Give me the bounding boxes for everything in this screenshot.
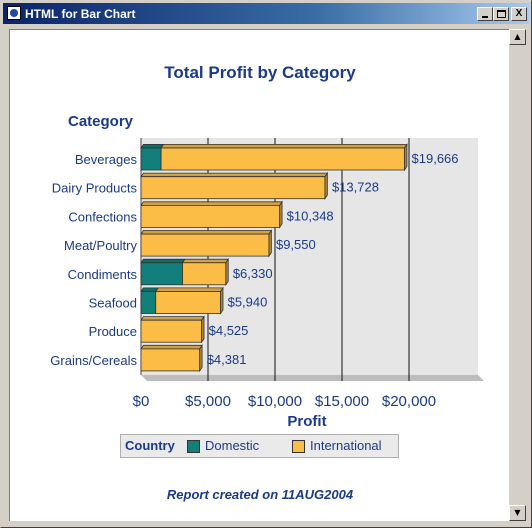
bar-segment	[182, 262, 227, 286]
legend: Country Domestic International	[120, 434, 399, 458]
category-label: Beverages	[75, 152, 138, 167]
x-tick-label: $15,000	[315, 393, 369, 410]
bar-value-label: $19,666	[412, 151, 459, 166]
bar-top-face	[140, 172, 329, 178]
bar-top-face	[140, 144, 165, 149]
bar-value-label: $10,348	[287, 208, 334, 223]
bar-segment	[140, 233, 270, 257]
bar-top-face	[140, 230, 273, 235]
legend-label-domestic: Domestic	[205, 438, 260, 453]
vertical-scrollbar[interactable]: ▲ ▼	[509, 29, 526, 521]
bar-top-face	[140, 287, 159, 292]
bar-value-label: $4,525	[209, 323, 249, 338]
minimize-button[interactable]	[477, 7, 493, 21]
category-label: Produce	[89, 324, 137, 339]
category-label: Condiments	[68, 267, 138, 282]
category-label: Grains/Cereals	[50, 353, 137, 368]
bar-side-face	[404, 143, 408, 172]
bar-top-face	[181, 258, 229, 264]
bar-segment	[140, 348, 201, 372]
bar-segment	[160, 147, 405, 171]
bar-top-face	[140, 316, 205, 321]
bar-value-label: $4,381	[207, 352, 247, 367]
bar-side-face	[324, 171, 328, 201]
bar-side-face	[199, 343, 203, 373]
bar-side-face	[225, 257, 229, 287]
bar-value-label: $9,550	[276, 237, 316, 252]
report-content: Total Profit by Category Category $0 $5,0…	[9, 29, 509, 521]
app-icon[interactable]	[7, 6, 21, 20]
bar-side-face	[279, 200, 283, 229]
x-axis-label: Profit	[287, 413, 326, 430]
report-footer: Report created on 11AUG2004	[166, 487, 354, 502]
category-label: Dairy Products	[52, 181, 138, 196]
bar-segment	[140, 291, 157, 314]
x-tick-label: $5,000	[185, 393, 231, 410]
bar-value-label: $5,940	[228, 295, 268, 310]
legend-label-international: International	[310, 438, 382, 453]
bar-segment	[140, 176, 326, 200]
plot-floor	[141, 375, 484, 381]
scroll-up-button[interactable]: ▲	[509, 29, 526, 45]
bar-segment	[140, 319, 203, 343]
minimize-icon	[482, 16, 488, 18]
maximize-icon	[497, 10, 506, 18]
bar-segment	[140, 262, 183, 286]
category-axis-heading: Category	[68, 113, 134, 130]
bar-value-label: $6,330	[233, 266, 273, 281]
bar-segment	[140, 204, 281, 228]
bar-top-face	[160, 144, 408, 149]
title-bar[interactable]: HTML for Bar Chart X	[3, 3, 529, 24]
maximize-button[interactable]	[493, 7, 509, 21]
bar-side-face	[201, 315, 205, 344]
bar-top-face	[140, 201, 283, 206]
bar-top-face	[140, 344, 203, 350]
legend-title: Country	[125, 438, 175, 453]
x-tick-label: $20,000	[382, 393, 436, 410]
scroll-down-button[interactable]: ▼	[509, 505, 526, 521]
bar-segment	[140, 147, 162, 171]
report-title: Total Profit by Category	[164, 63, 356, 82]
x-tick-label: $0	[133, 393, 150, 410]
bar-value-label: $13,728	[332, 180, 379, 195]
legend-swatch-domestic	[187, 440, 200, 453]
bar-side-face	[220, 286, 224, 315]
bar-top-face	[140, 258, 186, 264]
legend-swatch-international	[292, 440, 305, 453]
category-label: Confections	[68, 209, 137, 224]
bar-chart: $0 $5,000 $10,000 $15,000 $20,000 Profit Bever…	[50, 138, 484, 430]
bar-top-face	[154, 287, 224, 292]
bar-side-face	[268, 229, 272, 258]
bar-segment	[155, 291, 221, 314]
close-button[interactable]: X	[511, 7, 527, 21]
category-label: Meat/Poultry	[64, 238, 137, 253]
close-icon: X	[515, 8, 523, 19]
window-title: HTML for Bar Chart	[25, 7, 136, 21]
x-tick-label: $10,000	[248, 393, 302, 410]
category-label: Seafood	[89, 296, 137, 311]
